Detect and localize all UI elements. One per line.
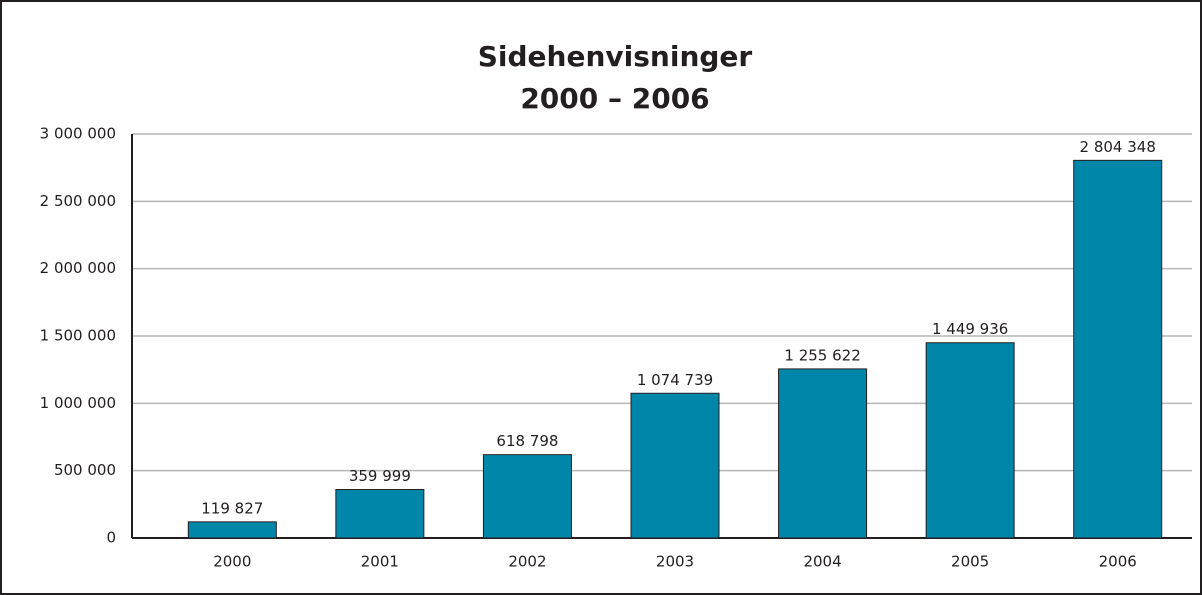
chart-title: Sidehenvisninger — [478, 40, 753, 73]
y-tick-label: 1 500 000 — [40, 327, 116, 345]
y-tick-label: 2 500 000 — [40, 192, 116, 210]
value-label: 359 999 — [349, 467, 411, 485]
value-label: 1 074 739 — [637, 371, 713, 389]
y-tick-label: 500 000 — [54, 461, 116, 479]
bar — [630, 392, 720, 539]
y-tick-label: 0 — [106, 529, 116, 547]
y-tick-label: 1 000 000 — [40, 394, 116, 412]
value-label: 618 798 — [496, 432, 558, 450]
x-tick-label: 2004 — [803, 553, 841, 571]
value-label: 1 255 622 — [784, 346, 860, 364]
value-label: 119 827 — [201, 499, 263, 517]
value-label: 1 449 936 — [932, 320, 1008, 338]
x-tick-label: 2000 — [213, 553, 251, 571]
y-tick-label: 2 000 000 — [40, 259, 116, 277]
bar — [335, 489, 425, 539]
x-tick-label: 2005 — [951, 553, 989, 571]
y-tick-label: 3 000 000 — [40, 125, 116, 143]
bar — [925, 342, 1015, 539]
x-tick-label: 2003 — [656, 553, 694, 571]
chart-subtitle: 2000 – 2006 — [520, 82, 709, 115]
x-tick-label: 2002 — [508, 553, 546, 571]
x-tick-label: 2006 — [1099, 553, 1137, 571]
bar — [482, 454, 572, 539]
value-label: 2 804 348 — [1080, 138, 1156, 156]
bar — [778, 368, 868, 539]
bar — [187, 521, 277, 539]
x-tick-label: 2001 — [361, 553, 399, 571]
bar — [1073, 159, 1163, 539]
